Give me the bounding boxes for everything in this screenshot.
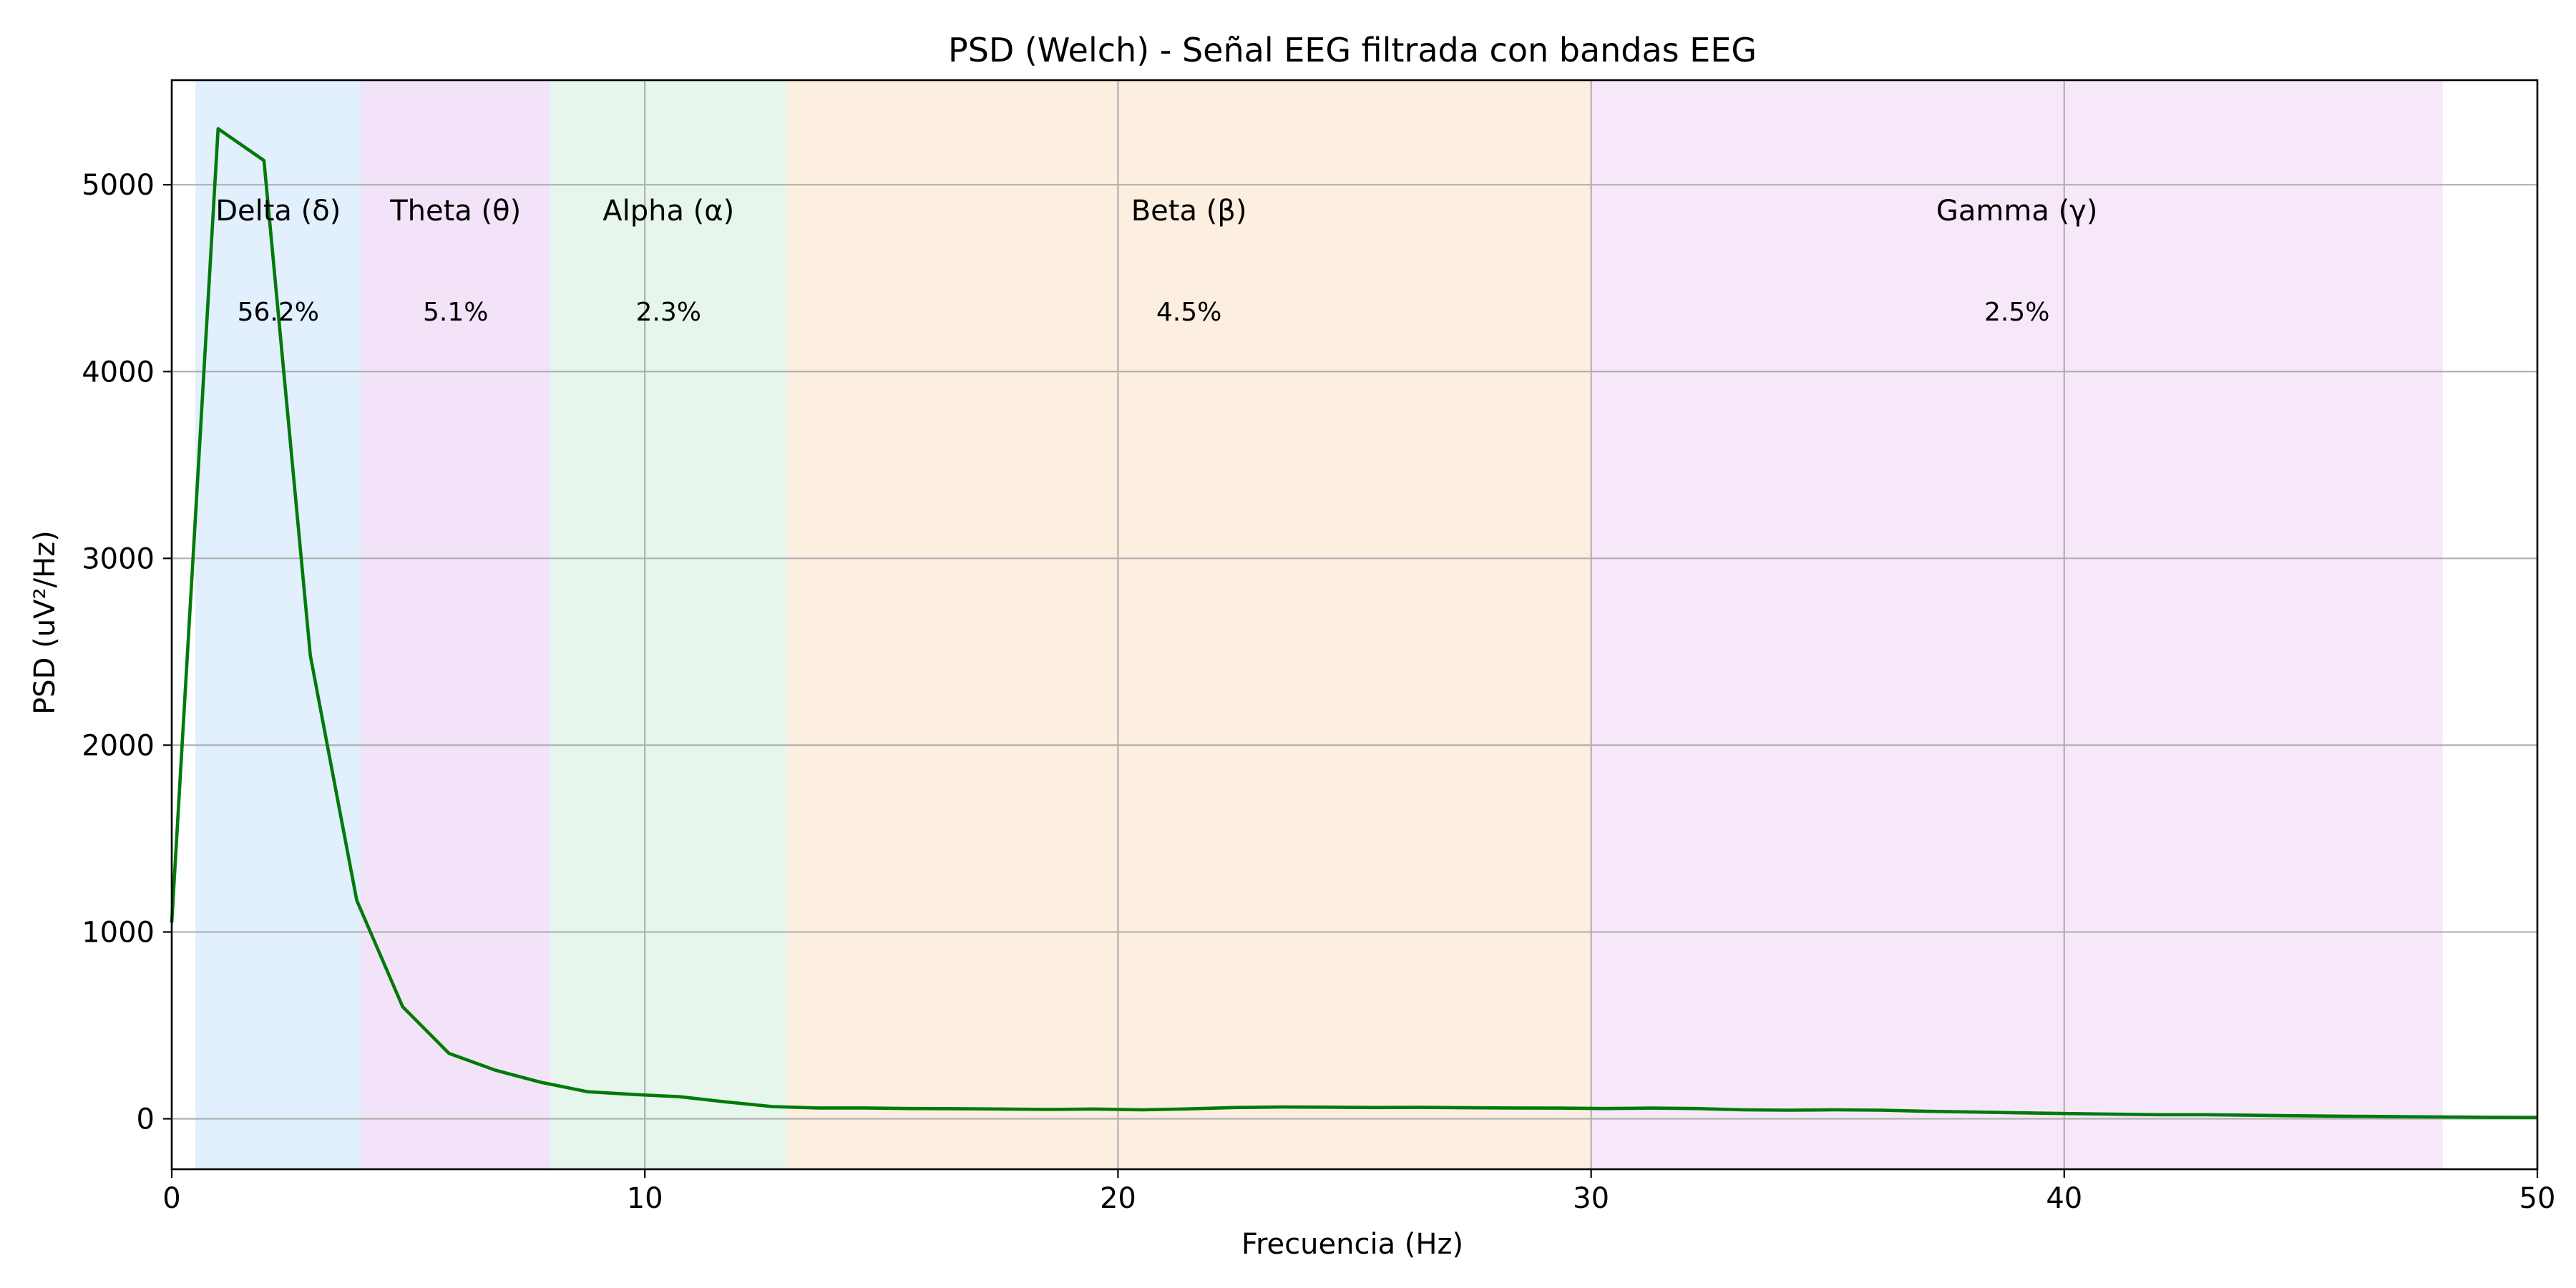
band-shade-4 [1591, 80, 2443, 1169]
band-name-label-0: Delta (δ) [215, 195, 341, 228]
y-tick-label-0: 0 [137, 1103, 155, 1136]
band-name-label-2: Alpha (α) [602, 195, 734, 228]
psd-line-0 [170, 127, 2538, 1119]
y-tick-label-5: 5000 [82, 169, 155, 202]
band-name-label-3: Beta (β) [1131, 195, 1247, 228]
y-tick-label-4: 4000 [82, 356, 155, 389]
band-name-label-4: Gamma (γ) [1936, 195, 2098, 228]
band-shade-3 [786, 80, 1591, 1169]
band-percent-label-0: 56.2% [238, 298, 319, 327]
band-shade-0 [195, 80, 361, 1169]
band-percent-label-1: 5.1% [423, 298, 488, 327]
band-name-label-1: Theta (θ) [389, 195, 521, 228]
y-tick-label-1: 1000 [82, 916, 155, 949]
band-label-layer: Delta (δ) 56.2% Theta (θ) 5.1% Alpha (α) 2.3%… [215, 195, 2097, 327]
plot-frame [170, 79, 2539, 1171]
x-tick-label-4: 40 [2046, 1182, 2082, 1215]
band-percent-label-2: 2.3% [636, 298, 701, 327]
y-tick-label-3: 3000 [82, 542, 155, 575]
grid-layer [170, 80, 2539, 1169]
y-tick-label-2: 2000 [82, 729, 155, 762]
x-tick-label-0: 0 [162, 1182, 180, 1215]
y-axis-label: PSD (uV²/Hz) [29, 530, 62, 715]
band-percent-label-4: 2.5% [1984, 298, 2049, 327]
band-shade-1 [361, 80, 550, 1169]
x-axis-label: Frecuencia (Hz) [1241, 1228, 1463, 1261]
series-layer [170, 127, 2538, 1119]
x-tick-label-3: 30 [1573, 1182, 1609, 1215]
x-tick-label-5: 50 [2519, 1182, 2556, 1215]
x-tick-label-2: 20 [1100, 1182, 1136, 1215]
tick-layer: 0 10 20 30 40 50 0 1000 2000 3000 4000 5000 [82, 169, 2555, 1215]
chart-title: PSD (Welch) - Señal EEG filtrada con ban… [948, 31, 1757, 69]
band-percent-label-3: 4.5% [1156, 298, 1221, 327]
band-shade-2 [550, 80, 787, 1169]
bands-layer [195, 80, 2443, 1169]
x-tick-label-1: 10 [627, 1182, 663, 1215]
